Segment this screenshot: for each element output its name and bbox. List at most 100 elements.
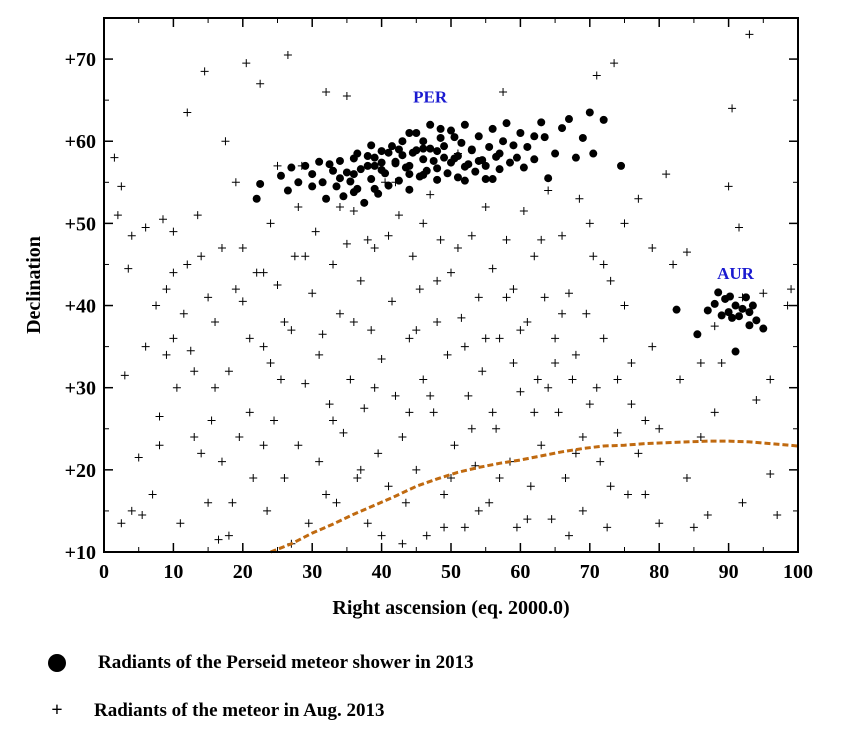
perseid-point: [426, 120, 435, 129]
x-tick-label: 50: [441, 561, 461, 583]
plus-point: [256, 79, 265, 88]
plus-point: [308, 289, 317, 298]
plus-point: [363, 519, 372, 528]
perseid-point: [748, 301, 757, 310]
plus-point: [127, 231, 136, 240]
plus-point: [738, 498, 747, 507]
perseid-point: [589, 149, 598, 158]
plus-point: [238, 297, 247, 306]
perseid-point: [471, 167, 480, 176]
perseid-point: [717, 311, 726, 320]
plus-point: [495, 334, 504, 343]
x-tick-label: 30: [302, 561, 322, 583]
plus-point: [169, 227, 178, 236]
plus-point: [242, 59, 251, 68]
plus-point: [512, 523, 521, 532]
plus-point: [342, 92, 351, 101]
perseid-point: [419, 144, 428, 153]
perseid-point: [453, 152, 462, 161]
perseid-point: [495, 149, 504, 158]
plus-point: [519, 207, 528, 216]
plus-point: [724, 182, 733, 191]
plus-point: [613, 428, 622, 437]
legend-item-perseid: Radiants of the Perseid meteor shower in…: [48, 652, 474, 674]
plus-point: [405, 334, 414, 343]
plus-point: [377, 354, 386, 363]
plus-point: [342, 239, 351, 248]
perseid-point: [453, 173, 462, 182]
perseid-point: [738, 304, 747, 313]
perseid-point: [488, 175, 497, 184]
plus-point: [190, 432, 199, 441]
perseid-point: [551, 149, 560, 158]
plus-point: [356, 276, 365, 285]
perseid-point: [349, 188, 358, 197]
plus-point: [634, 194, 643, 203]
perseid-point: [256, 179, 265, 188]
plus-point: [443, 350, 452, 359]
plus-point: [575, 194, 584, 203]
scatter-chart: PER AUR 0 10 20 30 40 50 60 70 80 90 100 +10 +20 +30 +4…: [23, 17, 813, 619]
plus-point: [752, 396, 761, 405]
perseid-point: [495, 165, 504, 174]
perseid-point: [405, 185, 414, 194]
perseid-point: [693, 330, 702, 339]
plus-point: [610, 59, 619, 68]
plus-point: [214, 535, 223, 544]
perseid-point: [578, 133, 587, 142]
plus-point: [561, 474, 570, 483]
plus-point: [315, 457, 324, 466]
plus-point: [280, 317, 289, 326]
plus-point: [221, 137, 230, 146]
plus-point: [179, 309, 188, 318]
plus-point: [370, 383, 379, 392]
perseid-point: [384, 148, 393, 157]
plus-point: [419, 219, 428, 228]
perseid-point: [745, 321, 754, 330]
plus-point: [551, 359, 560, 368]
plus-point: [290, 252, 299, 261]
plus-point: [502, 293, 511, 302]
plus-point: [148, 490, 157, 499]
perseid-point: [710, 299, 719, 308]
filled-circle-icon: [48, 654, 66, 672]
perseid-point: [474, 156, 483, 165]
plus-point: [495, 474, 504, 483]
plus-point: [773, 511, 782, 520]
plus-point: [346, 375, 355, 384]
perseid-point: [488, 124, 497, 133]
y-tick-label: +30: [65, 378, 96, 400]
perseid-point: [377, 147, 386, 156]
plus-point: [447, 474, 455, 483]
plus-point: [294, 202, 303, 211]
perseid-point: [315, 157, 324, 166]
perseid-point: [745, 308, 754, 317]
perseid-point: [384, 181, 393, 190]
perseid-point: [735, 312, 744, 321]
plus-point: [717, 359, 726, 368]
perseid-point: [308, 170, 317, 179]
plus-point: [391, 391, 400, 400]
plus-point: [499, 87, 508, 96]
plus-point: [311, 227, 320, 236]
y-axis-title: Declination: [23, 236, 45, 334]
plus-point: [433, 276, 442, 285]
plus-point: [197, 252, 206, 261]
plus-point: [689, 523, 698, 532]
plus-point: [648, 244, 657, 253]
plus-point: [426, 190, 435, 199]
plus-point: [655, 519, 664, 528]
plus-point: [599, 260, 608, 269]
plus-point: [349, 317, 358, 326]
plus-point: [530, 408, 539, 417]
plus-point: [571, 449, 580, 458]
perseid-point: [353, 149, 362, 158]
plus-point: [325, 400, 334, 409]
plus-point: [474, 506, 483, 515]
plus-point: [759, 289, 768, 298]
x-tick-label: 20: [233, 561, 253, 583]
plus-point: [172, 383, 181, 392]
plus-point: [273, 161, 282, 170]
perseid-point: [585, 108, 594, 117]
perseid-point: [759, 324, 768, 333]
